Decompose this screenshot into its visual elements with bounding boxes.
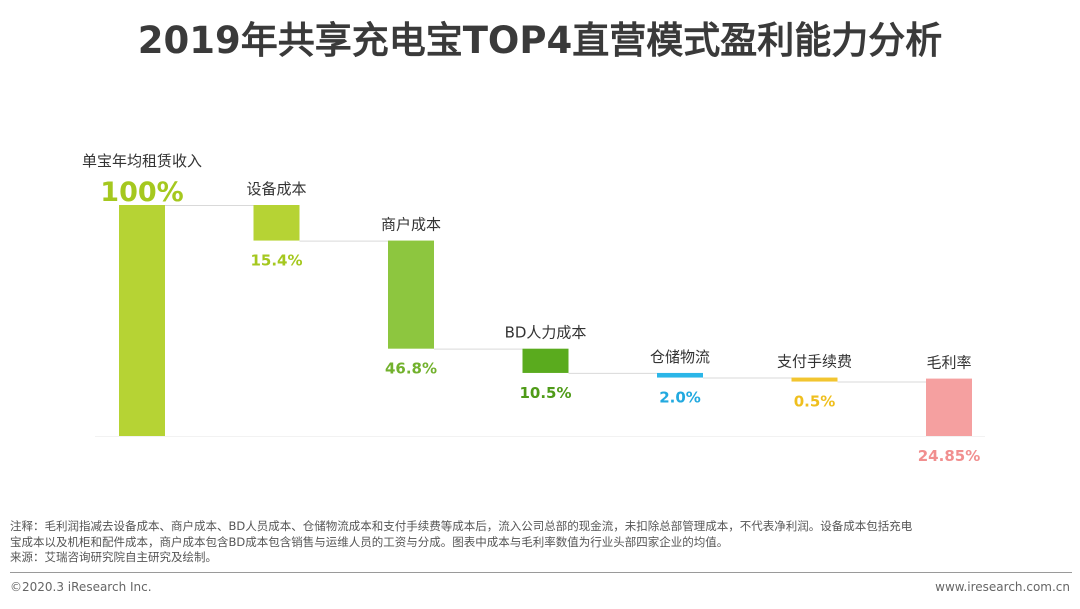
bar-1 — [119, 205, 165, 436]
website-link[interactable]: www.iresearch.com.cn — [935, 580, 1070, 594]
footer-divider — [10, 572, 1072, 573]
value-label: 100% — [100, 177, 183, 208]
page-title: 2019年共享充电宝TOP4直营模式盈利能力分析 — [137, 19, 943, 62]
category-label: 支付手续费 — [777, 353, 852, 371]
value-label: 10.5% — [519, 384, 571, 402]
category-label: 商户成本 — [381, 216, 441, 234]
source-line: 来源：艾瑞咨询研究院自主研究及绘制。 — [10, 550, 217, 564]
bar-7 — [926, 378, 972, 436]
bar-3 — [388, 240, 434, 349]
bar-5 — [657, 372, 703, 378]
value-label: 46.8% — [385, 360, 437, 378]
note-line-2: 宝成本以及机柜和配件成本，商户成本包含BD成本包含销售与运维人员的工资与分成。图… — [10, 534, 729, 549]
value-label: 15.4% — [250, 252, 302, 270]
waterfall-chart: 单宝年均租赁收入 100% 设备成本 15.4% 商户成本 46.8% BD人力成本 10.5… — [82, 152, 985, 465]
bar-2 — [253, 205, 300, 241]
value-label: 2.0% — [659, 389, 701, 407]
bar-4 — [522, 348, 569, 373]
value-label: 24.85% — [918, 447, 980, 465]
note-line-1: 注释：毛利润指减去设备成本、商户成本、BD人员成本、仓储物流成本和支付手续费等成… — [10, 519, 913, 533]
category-label: BD人力成本 — [505, 324, 587, 342]
category-label: 设备成本 — [246, 180, 306, 198]
chart-note: 注释：毛利润指减去设备成本、商户成本、BD人员成本、仓储物流成本和支付手续费等成… — [10, 519, 1070, 566]
bar-6 — [791, 377, 838, 382]
category-label: 单宝年均租赁收入 — [82, 152, 202, 170]
category-label: 毛利率 — [926, 354, 971, 372]
category-label: 仓储物流 — [650, 348, 710, 366]
value-label: 0.5% — [794, 393, 836, 411]
copyright: ©2020.3 iResearch Inc. — [10, 580, 152, 594]
